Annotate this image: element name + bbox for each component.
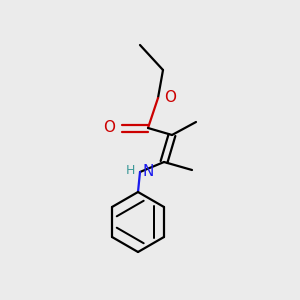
Text: H: H <box>126 164 135 178</box>
Text: N: N <box>142 164 153 179</box>
Text: O: O <box>164 91 176 106</box>
Text: O: O <box>103 121 115 136</box>
